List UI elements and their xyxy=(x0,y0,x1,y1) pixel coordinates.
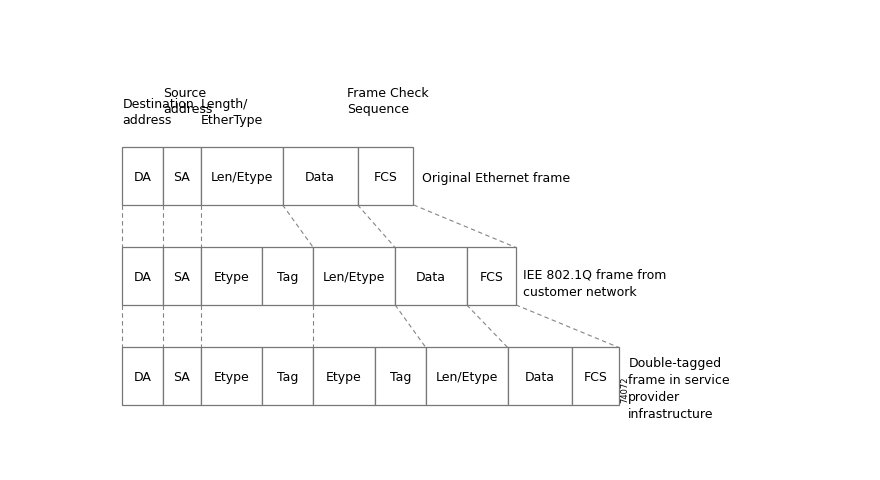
Bar xyxy=(313,248,395,305)
Bar xyxy=(375,348,426,405)
Bar xyxy=(122,348,163,405)
Text: Tag: Tag xyxy=(390,370,411,383)
Bar xyxy=(163,148,201,205)
Text: Tag: Tag xyxy=(277,370,298,383)
Bar xyxy=(572,348,619,405)
Bar xyxy=(262,248,313,305)
Text: DA: DA xyxy=(134,170,151,183)
Text: FCS: FCS xyxy=(480,270,503,283)
Text: Data: Data xyxy=(305,170,335,183)
Bar xyxy=(466,248,516,305)
Text: Frame Check
Sequence: Frame Check Sequence xyxy=(348,87,429,116)
Text: DA: DA xyxy=(134,270,151,283)
Text: Source
address: Source address xyxy=(163,87,213,116)
Bar xyxy=(122,248,163,305)
Bar xyxy=(163,248,201,305)
Text: Destination
address: Destination address xyxy=(122,98,194,127)
Text: Original Ethernet frame: Original Ethernet frame xyxy=(422,171,570,184)
Text: Data: Data xyxy=(416,270,446,283)
Text: Len/Etype: Len/Etype xyxy=(210,170,273,183)
Bar xyxy=(201,148,282,205)
Text: SA: SA xyxy=(173,270,190,283)
Bar xyxy=(201,248,262,305)
Text: Etype: Etype xyxy=(214,270,249,283)
Bar xyxy=(163,348,201,405)
Bar xyxy=(262,348,313,405)
Bar xyxy=(426,348,508,405)
Text: 74072: 74072 xyxy=(620,376,629,402)
Text: Tag: Tag xyxy=(277,270,298,283)
Text: FCS: FCS xyxy=(583,370,607,383)
Bar xyxy=(357,148,414,205)
Bar xyxy=(122,148,163,205)
Text: Data: Data xyxy=(525,370,555,383)
Text: Length/
EtherType: Length/ EtherType xyxy=(201,98,263,127)
Bar xyxy=(395,248,466,305)
Text: FCS: FCS xyxy=(374,170,398,183)
Bar xyxy=(508,348,572,405)
Text: Double-tagged
frame in service
provider
infrastructure: Double-tagged frame in service provider … xyxy=(628,356,730,420)
Text: Etype: Etype xyxy=(326,370,362,383)
Text: DA: DA xyxy=(134,370,151,383)
Text: IEE 802.1Q frame from
customer network: IEE 802.1Q frame from customer network xyxy=(524,268,667,298)
Text: Len/Etype: Len/Etype xyxy=(436,370,498,383)
Bar xyxy=(313,348,375,405)
Text: SA: SA xyxy=(173,170,190,183)
Text: Etype: Etype xyxy=(214,370,249,383)
Bar xyxy=(282,148,357,205)
Text: Len/Etype: Len/Etype xyxy=(323,270,385,283)
Bar xyxy=(201,348,262,405)
Text: SA: SA xyxy=(173,370,190,383)
